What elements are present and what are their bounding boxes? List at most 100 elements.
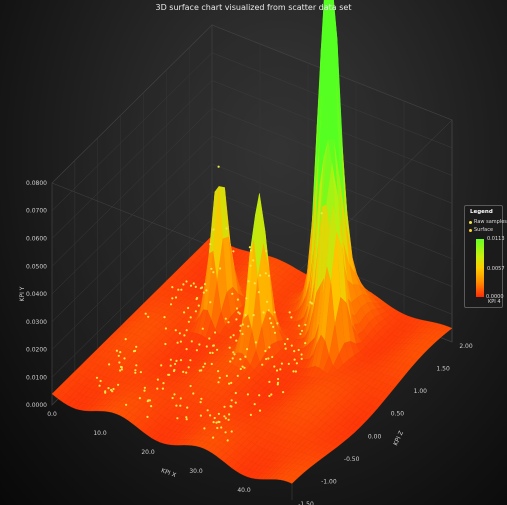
raw-sample-point bbox=[203, 283, 207, 286]
raw-sample-point bbox=[268, 346, 271, 349]
y-tick-label: 0.0000 bbox=[26, 402, 47, 409]
raw-sample-point bbox=[179, 340, 182, 343]
y-tick-label: 0.0800 bbox=[26, 180, 47, 187]
raw-samples-layer bbox=[95, 165, 323, 442]
raw-sample-point bbox=[232, 250, 235, 253]
raw-sample-point bbox=[249, 249, 253, 252]
raw-samples-swatch-icon bbox=[469, 220, 472, 224]
raw-sample-point bbox=[231, 357, 234, 360]
raw-sample-point bbox=[277, 377, 280, 381]
raw-sample-point bbox=[300, 353, 303, 356]
raw-sample-point bbox=[272, 325, 275, 328]
raw-sample-point bbox=[169, 364, 172, 367]
raw-sample-point bbox=[254, 341, 257, 344]
raw-sample-point bbox=[198, 343, 201, 346]
raw-sample-point bbox=[225, 374, 228, 377]
raw-sample-point bbox=[262, 311, 265, 314]
left-wall-gridline bbox=[51, 135, 213, 295]
raw-sample-point bbox=[237, 311, 240, 314]
raw-sample-point bbox=[217, 165, 220, 168]
raw-sample-point bbox=[160, 364, 163, 367]
raw-sample-point bbox=[264, 349, 267, 353]
raw-sample-point bbox=[276, 383, 279, 386]
raw-sample-point bbox=[189, 384, 192, 388]
colormap-min-label: 0.0000 bbox=[486, 294, 504, 300]
raw-sample-point bbox=[180, 288, 183, 291]
colormap-mid-label: 0.0057 bbox=[487, 266, 505, 272]
raw-sample-point bbox=[179, 359, 183, 362]
raw-sample-point bbox=[230, 405, 233, 408]
raw-sample-point bbox=[209, 243, 212, 246]
surface-cell bbox=[287, 476, 298, 484]
raw-sample-point bbox=[228, 413, 231, 416]
raw-sample-point bbox=[206, 409, 209, 412]
raw-sample-point bbox=[197, 304, 200, 307]
raw-sample-point bbox=[288, 311, 291, 314]
colormap-bar bbox=[476, 239, 484, 297]
raw-sample-point bbox=[187, 306, 190, 310]
raw-sample-point bbox=[268, 394, 271, 398]
raw-sample-point bbox=[194, 310, 197, 313]
legend-item-raw-samples[interactable]: Raw samples bbox=[469, 219, 507, 225]
raw-sample-point bbox=[253, 282, 256, 285]
raw-sample-point bbox=[135, 364, 138, 367]
raw-sample-point bbox=[182, 370, 185, 373]
z-tick-label: 2.00 bbox=[459, 343, 473, 350]
y-tick-label: 0.0200 bbox=[26, 347, 47, 354]
z-tick-label: 0.50 bbox=[391, 411, 405, 418]
raw-sample-point bbox=[257, 291, 260, 294]
raw-sample-point bbox=[125, 403, 128, 406]
raw-sample-point bbox=[267, 309, 270, 312]
raw-sample-point bbox=[273, 311, 276, 314]
raw-sample-point bbox=[309, 301, 312, 304]
raw-sample-point bbox=[265, 250, 268, 253]
raw-sample-point bbox=[249, 413, 252, 416]
legend-item-surface[interactable]: Surface bbox=[469, 227, 493, 233]
raw-sample-point bbox=[146, 415, 149, 418]
raw-sample-point bbox=[163, 316, 166, 319]
raw-sample-point bbox=[234, 401, 237, 404]
raw-sample-point bbox=[287, 362, 290, 365]
raw-sample-point bbox=[258, 409, 262, 412]
x-tick-label: 40.0 bbox=[237, 487, 251, 494]
raw-sample-point bbox=[189, 284, 193, 287]
raw-sample-point bbox=[217, 381, 220, 384]
raw-sample-point bbox=[192, 392, 195, 395]
raw-sample-point bbox=[179, 397, 182, 400]
raw-sample-point bbox=[275, 369, 279, 372]
raw-sample-point bbox=[183, 334, 186, 337]
raw-sample-point bbox=[279, 368, 282, 371]
raw-sample-point bbox=[228, 382, 231, 385]
raw-sample-point bbox=[98, 384, 101, 387]
raw-sample-point bbox=[212, 421, 215, 424]
left-wall-gridline bbox=[51, 191, 213, 350]
y-tick-label: 0.0500 bbox=[26, 263, 47, 270]
raw-sample-point bbox=[117, 383, 120, 386]
raw-sample-point bbox=[295, 362, 298, 365]
raw-sample-point bbox=[203, 427, 206, 430]
raw-sample-point bbox=[156, 378, 159, 381]
raw-sample-point bbox=[171, 297, 174, 300]
raw-sample-point bbox=[185, 418, 188, 421]
raw-sample-point bbox=[187, 320, 190, 323]
y-axis-title: KPI Y bbox=[19, 286, 26, 301]
raw-sample-point bbox=[212, 436, 215, 439]
raw-sample-point bbox=[118, 361, 121, 364]
raw-sample-point bbox=[124, 338, 127, 341]
raw-sample-point bbox=[185, 329, 188, 332]
raw-sample-point bbox=[235, 318, 238, 321]
z-axis-title: KPI Z bbox=[392, 430, 405, 447]
raw-sample-point bbox=[120, 368, 123, 371]
raw-sample-point bbox=[195, 349, 198, 352]
raw-sample-point bbox=[243, 366, 246, 369]
raw-sample-point bbox=[248, 246, 251, 249]
raw-sample-point bbox=[210, 267, 213, 270]
raw-sample-point bbox=[212, 344, 215, 347]
raw-sample-point bbox=[235, 339, 238, 342]
legend[interactable]: Legend Raw samples Surface 0.0113 0.0057… bbox=[464, 205, 507, 308]
raw-sample-point bbox=[112, 387, 115, 391]
raw-sample-point bbox=[293, 358, 296, 361]
left-wall-gridline bbox=[51, 163, 213, 322]
raw-sample-point bbox=[189, 316, 192, 319]
